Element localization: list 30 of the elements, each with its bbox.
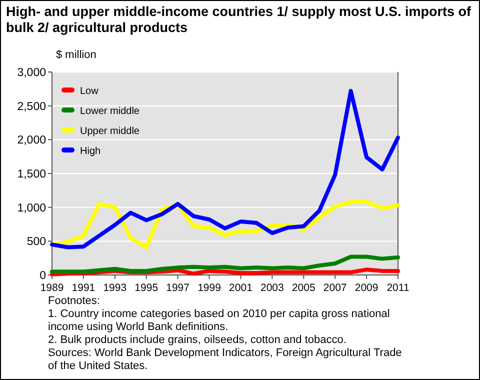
y-tick-label: 3,000 bbox=[17, 67, 46, 79]
x-tick-label: 2001 bbox=[229, 282, 253, 294]
y-tick-label: 2,500 bbox=[17, 100, 46, 113]
x-tick-label: 1999 bbox=[198, 282, 222, 294]
x-tick-label: 1993 bbox=[103, 282, 127, 294]
text: 2. Bulk products include grains, oilseeds, cotton and tobacco. bbox=[48, 334, 346, 346]
chart-title: High- and upper middle-income countries 1/ supply most U.S. imports of bulk 2/ agricultural products bbox=[6, 4, 472, 35]
legend-label: Lower middle bbox=[80, 106, 140, 117]
x-tick-label: 2007 bbox=[323, 282, 347, 294]
y-tick-label: 2,000 bbox=[17, 134, 46, 147]
y-tick-label: 1,000 bbox=[17, 202, 46, 214]
y-axis-title: $ million bbox=[56, 49, 96, 61]
x-tick-label: 2011 bbox=[386, 282, 410, 294]
x-tick-label: 1989 bbox=[40, 282, 64, 294]
y-tick-label: 500 bbox=[26, 236, 46, 248]
y-tick-label: 1,500 bbox=[17, 168, 46, 180]
x-tick-label: 1997 bbox=[166, 282, 190, 294]
x-tick-label: 2009 bbox=[354, 282, 378, 294]
x-tick-label: 1991 bbox=[72, 282, 96, 294]
legend-label: Low bbox=[80, 86, 100, 97]
legend-label: Upper middle bbox=[80, 126, 140, 137]
source-note: Sources: World Bank Development Indicators, Foreign Agricultural Trade of the United States. bbox=[48, 347, 402, 372]
text: 1. Country income categories based on 2010 per capita gross national income using World Bank definitions. bbox=[48, 308, 390, 333]
x-tick-label: 2005 bbox=[292, 282, 316, 294]
y-tick-label: 0 bbox=[40, 270, 46, 282]
x-tick-label: 1995 bbox=[134, 282, 158, 294]
x-tick-label: 2003 bbox=[260, 282, 284, 294]
line-series bbox=[50, 88, 400, 250]
legend-label: High bbox=[80, 146, 101, 157]
text: Footnotes: bbox=[48, 295, 100, 307]
